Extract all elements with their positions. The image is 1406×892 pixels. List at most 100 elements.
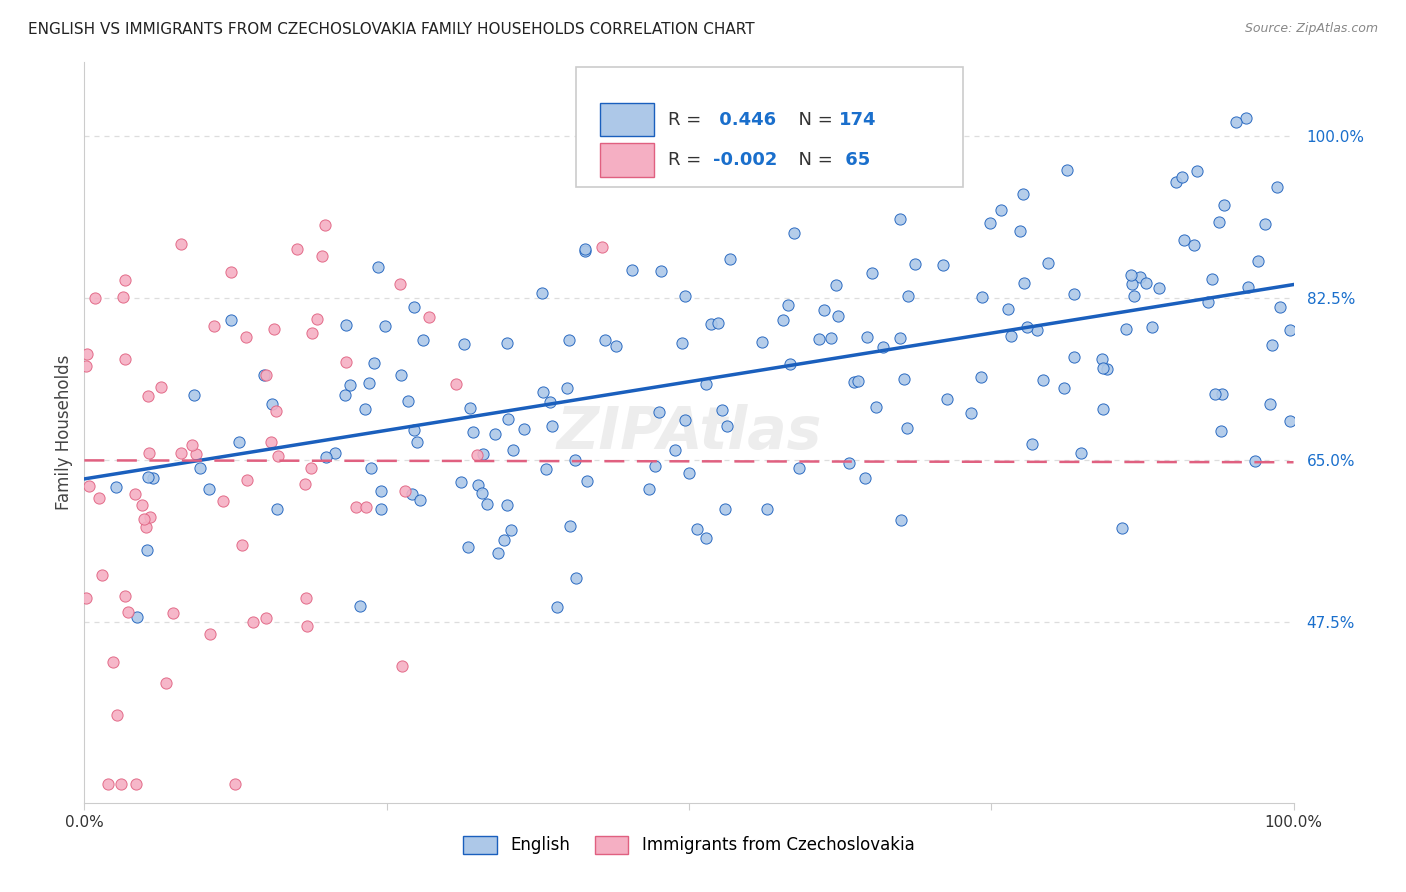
Point [673,412,696,426]
Point [1115,322,1137,336]
Point [103,655,125,669]
Point [1000,329,1022,343]
Point [673,289,696,303]
Point [170,446,193,460]
Point [1091,401,1114,416]
Point [1201,271,1223,285]
Point [295,591,318,605]
Point [169,236,191,251]
Point [779,357,801,371]
Point [484,427,506,442]
Point [1147,281,1170,295]
Point [1211,387,1233,401]
Point [374,319,396,334]
Point [402,300,425,314]
Point [285,242,308,256]
Text: ZIPAtlas: ZIPAtlas [557,404,821,461]
Point [162,606,184,620]
Point [960,406,983,420]
Point [756,502,779,516]
Point [236,473,259,487]
Point [772,313,794,327]
Point [1185,164,1208,178]
Point [936,392,959,406]
Point [711,402,734,417]
Point [1182,238,1205,252]
Point [1095,362,1118,376]
Point [266,404,288,418]
Point [751,334,773,349]
Point [972,290,994,304]
Point [979,215,1001,229]
Text: 0.446: 0.446 [713,111,776,128]
Point [1011,187,1033,202]
Point [457,540,479,554]
Point [707,316,730,330]
Point [650,264,672,278]
Point [872,340,894,354]
Point [1142,320,1164,334]
Point [114,352,136,367]
Point [591,240,613,254]
Point [1258,397,1281,411]
Point [1237,280,1260,294]
Point [842,376,865,390]
Point [1070,446,1092,460]
Point [1091,352,1114,367]
Text: ENGLISH VS IMMIGRANTS FROM CZECHOSLOVAKIA FAMILY HOUSEHOLDS CORRELATION CHART: ENGLISH VS IMMIGRANTS FROM CZECHOSLOVAKI… [28,22,755,37]
Point [1036,256,1059,270]
Point [1017,320,1039,334]
Point [1032,373,1054,387]
Point [970,369,993,384]
Point [893,372,915,386]
Point [202,318,225,333]
Point [155,676,177,690]
Text: N =: N = [787,151,839,169]
Point [211,494,233,508]
Point [546,600,568,615]
Point [183,388,205,402]
Point [621,262,644,277]
Point [1265,180,1288,194]
Point [219,313,242,327]
Point [389,277,412,291]
Point [450,475,472,489]
Point [904,257,927,271]
Point [138,389,160,403]
Point [87,491,110,505]
Point [266,501,288,516]
Point [299,461,322,475]
Y-axis label: Family Households: Family Households [55,355,73,510]
Point [181,438,204,452]
Point [1173,233,1195,247]
Point [486,546,509,560]
Point [820,331,842,345]
Point [716,419,738,434]
Point [1010,224,1032,238]
Point [75,591,97,605]
Point [134,512,156,526]
Point [325,446,347,460]
Point [860,266,883,280]
Point [1171,170,1194,185]
Point [889,331,911,345]
Point [360,461,382,475]
Point [1212,198,1234,212]
Point [856,330,879,344]
Point [1021,437,1043,451]
Point [136,469,159,483]
Point [1253,217,1275,231]
Point [1279,323,1302,337]
Point [714,502,737,516]
Point [186,447,208,461]
Point [1053,381,1076,395]
Point [896,421,918,435]
Point [1025,323,1047,337]
Point [105,708,128,723]
Point [695,377,717,392]
Point [267,450,290,464]
Point [502,443,524,458]
Point [593,334,616,348]
Point [695,531,717,545]
Point [401,487,423,501]
